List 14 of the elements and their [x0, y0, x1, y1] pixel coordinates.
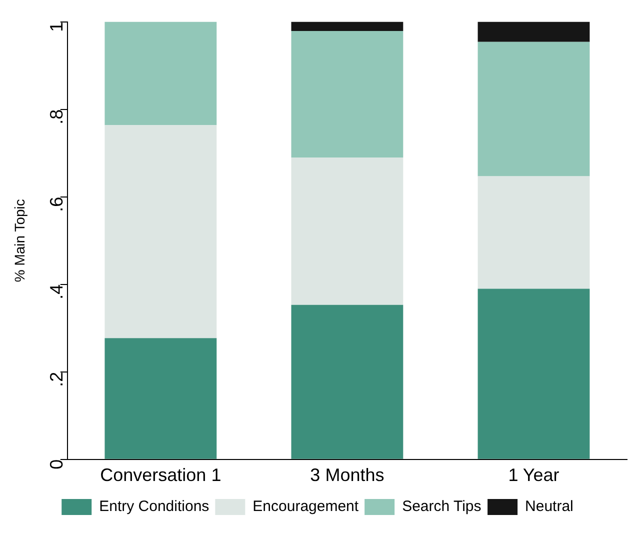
x-tick-label: Conversation 1 [100, 465, 222, 486]
legend-label: Encouragement [252, 498, 360, 516]
y-tick-label: .4 [46, 284, 66, 300]
x-tick-label: 1 Year [508, 465, 560, 486]
legend-label: Entry Conditions [99, 498, 210, 516]
y-tick-label: 1 [46, 22, 66, 32]
y-tick-label: .2 [46, 372, 66, 387]
y-tick-label: .8 [46, 109, 66, 124]
legend-label: Neutral [525, 498, 574, 516]
y-tick-label: .6 [46, 196, 66, 212]
y-axis-title: % Main Topic [11, 199, 28, 282]
legend-label: Search Tips [402, 498, 482, 516]
x-tick-label: 3 Months [310, 465, 384, 486]
y-tick-label: 0 [46, 459, 66, 470]
